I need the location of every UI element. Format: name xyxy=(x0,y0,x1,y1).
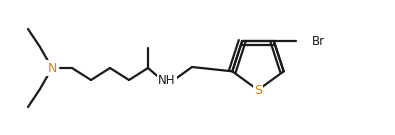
Text: Br: Br xyxy=(312,35,325,48)
Text: N: N xyxy=(47,62,57,75)
Text: NH: NH xyxy=(158,73,176,87)
Text: S: S xyxy=(254,84,262,97)
